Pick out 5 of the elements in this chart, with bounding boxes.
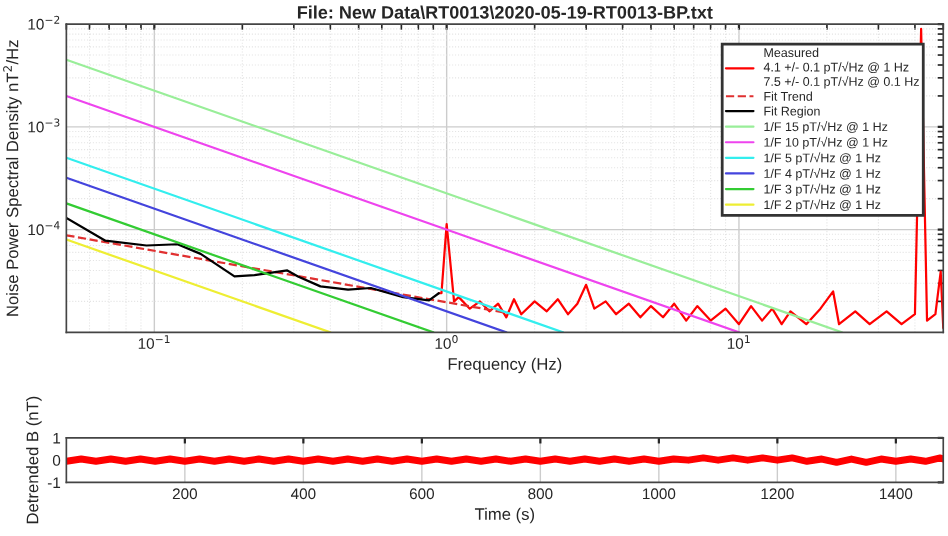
- y-axis-title: Noise Power Spectral Density nT$^{2}$/Hz: [3, 40, 22, 316]
- x-axis-title: Frequency (Hz): [448, 357, 562, 374]
- x-axis-title: Time (s): [474, 507, 535, 524]
- chart-title: File: New Data\RT0013\2020-05-19-RT0013-BP.txt: [297, 5, 713, 19]
- y-axis-title: Detrended B (nT): [26, 396, 42, 524]
